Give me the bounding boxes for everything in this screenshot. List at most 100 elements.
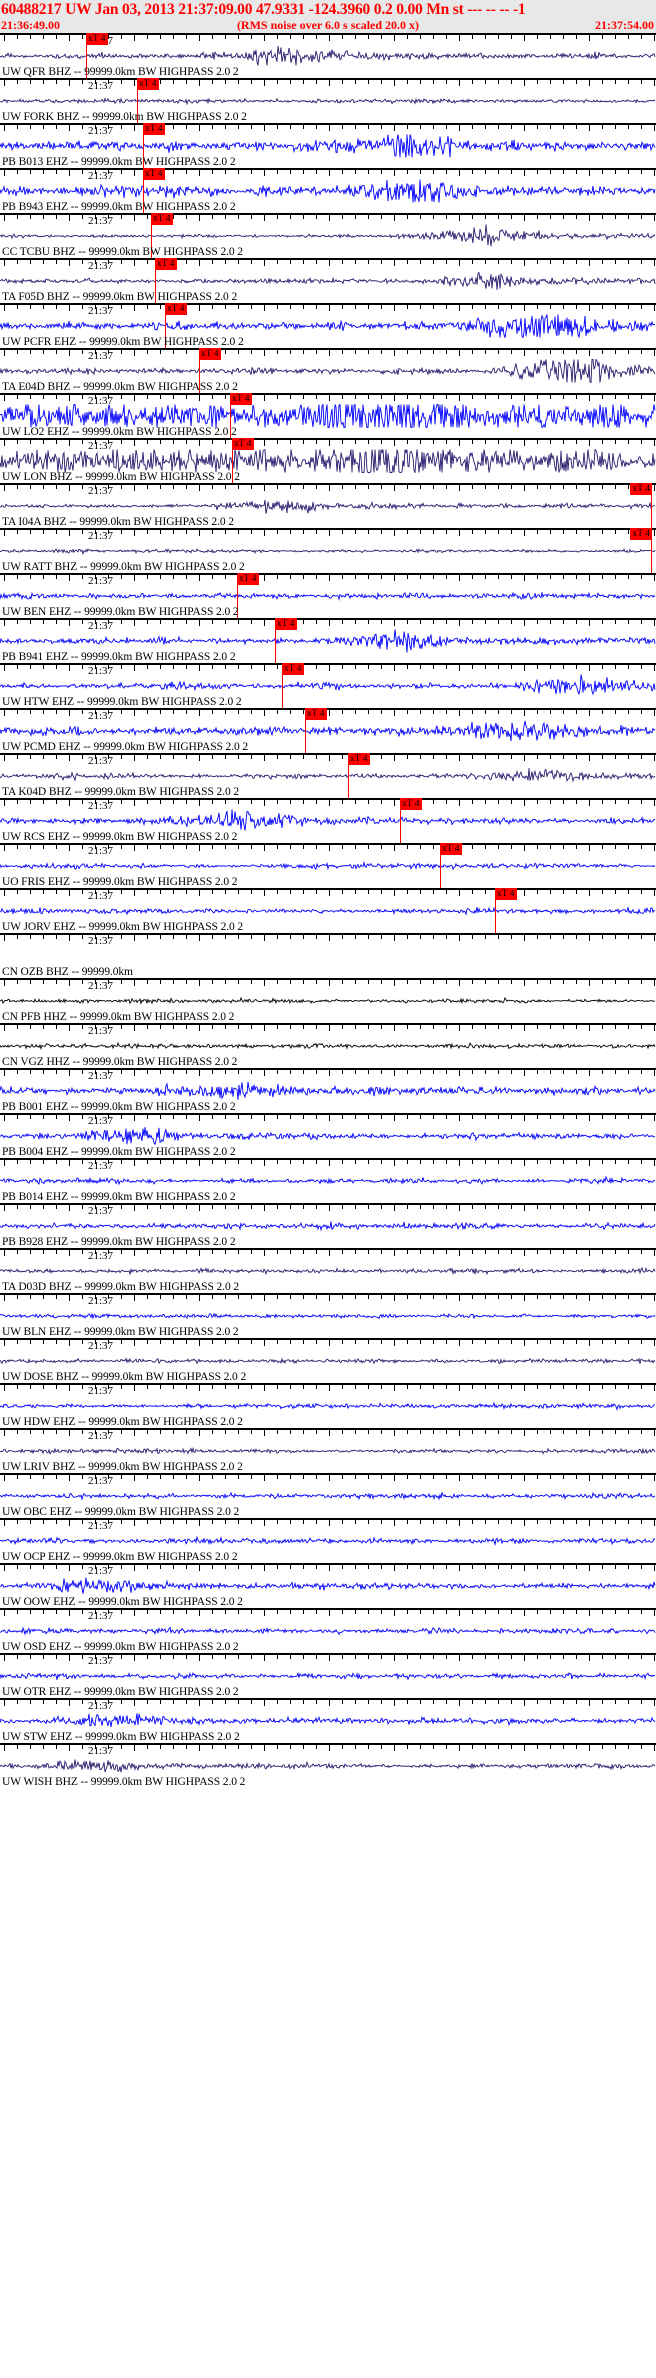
time-tick [30, 438, 31, 444]
time-tick [251, 1203, 252, 1209]
time-tick [147, 618, 148, 624]
time-tick [277, 1293, 278, 1299]
trace-row[interactable]: 21:37 UW OTR EHZ -- 99999.0km BW HIGHPASS… [0, 1653, 656, 1698]
time-tick [342, 708, 343, 714]
time-tick [108, 798, 109, 804]
trace-row[interactable]: 21:37 xT 4 UW FORK BHZ -- 99999.0km BW HIG… [0, 78, 656, 123]
time-tick [524, 1608, 525, 1616]
time-tick [641, 978, 642, 984]
row-divider [0, 438, 656, 440]
time-tick [615, 123, 616, 129]
trace-row[interactable]: 21:37 UW OSD EHZ -- 99999.0km BW HIGHPASS… [0, 1608, 656, 1653]
trace-row[interactable]: 21:37 xT 4 PB B013 EHZ -- 99999.0km BW HIG… [0, 123, 656, 168]
time-tick [238, 1383, 239, 1389]
time-tick [511, 1203, 512, 1209]
trace-row[interactable]: 21:37 UW STW EHZ -- 99999.0km BW HIGHPASS… [0, 1698, 656, 1743]
time-tick [641, 1338, 642, 1344]
row-divider [0, 168, 656, 170]
time-tick [576, 888, 577, 894]
trace-row[interactable]: 21:37 xT 4 UW RATT BHZ -- 99999.0km BW HIG… [0, 528, 656, 573]
time-tick [628, 1563, 629, 1569]
trace-row[interactable]: 21:37 xT 4 TA I04A BHZ -- 99999.0km BW HIG… [0, 483, 656, 528]
time-tick [199, 1023, 200, 1031]
trace-row[interactable]: 21:37 xT 4 UW JORV EHZ -- 99999.0km BW HIG… [0, 888, 656, 933]
trace-row[interactable]: 21:37 xT 4 TA K04D BHZ -- 99999.0km BW HIG… [0, 753, 656, 798]
trace-row[interactable]: 21:37 xT 4 CC TCBU BHZ -- 99999.0km BW HIG… [0, 213, 656, 258]
time-tick [550, 123, 551, 129]
trace-row[interactable]: 21:37 xT 4 TA E04D BHZ -- 99999.0km BW HIG… [0, 348, 656, 393]
time-tick [615, 1113, 616, 1119]
trace-row[interactable]: 21:37 xT 4 UW LON BHZ -- 99999.0km BW HIGH… [0, 438, 656, 483]
trace-row[interactable]: 21:37 CN PFB HHZ -- 99999.0km BW HIGHPASS… [0, 978, 656, 1023]
trace-row[interactable]: 21:37 xT 4 UO FRIS EHZ -- 99999.0km BW HIG… [0, 843, 656, 888]
time-axis [0, 1338, 656, 1346]
trace-row[interactable]: 21:37 UW OBC EHZ -- 99999.0km BW HIGHPASS… [0, 1473, 656, 1518]
trace-row[interactable]: 21:37 UW BLN EHZ -- 99999.0km BW HIGHPASS… [0, 1293, 656, 1338]
trace-row[interactable]: 21:37 xT 4 UW PCMD EHZ -- 99999.0km BW HIG… [0, 708, 656, 753]
time-tick-label: 21:37 [88, 485, 114, 497]
time-tick [303, 528, 304, 534]
phase-pick-line [165, 313, 166, 348]
time-tick [563, 528, 564, 534]
time-tick [303, 348, 304, 354]
time-tick [576, 1653, 577, 1659]
trace-label: UW JORV EHZ -- 99999.0km BW HIGHPASS 2.0… [2, 921, 244, 933]
trace-row[interactable]: 21:37 PB B014 EHZ -- 99999.0km BW HIGHPAS… [0, 1158, 656, 1203]
time-tick [368, 888, 369, 894]
time-tick [4, 258, 5, 266]
time-tick [537, 168, 538, 174]
time-tick [17, 1293, 18, 1299]
time-tick [173, 1203, 174, 1209]
trace-row[interactable]: 21:37 xT 4 PB B943 EHZ -- 99999.0km BW HIG… [0, 168, 656, 213]
time-tick [225, 843, 226, 849]
trace-row[interactable]: 21:37 PB B001 EHZ -- 99999.0km BW HIGHPAS… [0, 1068, 656, 1113]
trace-row[interactable]: 21:37 UW DOSE BHZ -- 99999.0km BW HIGHPAS… [0, 1338, 656, 1383]
time-tick [576, 933, 577, 939]
time-tick [459, 1608, 460, 1616]
time-tick [173, 1428, 174, 1434]
time-tick [576, 78, 577, 84]
trace-row[interactable]: 21:37 UW OOW EHZ -- 99999.0km BW HIGHPASS… [0, 1563, 656, 1608]
trace-row[interactable]: 21:37 xT 4 UW PCFR EHZ -- 99999.0km BW HIG… [0, 303, 656, 348]
trace-row[interactable]: 21:37 xT 4 UW BEN EHZ -- 99999.0km BW HIGH… [0, 573, 656, 618]
trace-row[interactable]: 21:37 UW HDW EHZ -- 99999.0km BW HIGHPASS… [0, 1383, 656, 1428]
time-tick [563, 1158, 564, 1164]
time-tick [199, 1518, 200, 1526]
trace-row[interactable]: 21:37 xT 4 UW LO2 EHZ -- 99999.0km BW HIGH… [0, 393, 656, 438]
time-tick [589, 933, 590, 941]
trace-row[interactable]: 21:37 UW LRIV BHZ -- 99999.0km BW HIGHPAS… [0, 1428, 656, 1473]
time-tick [251, 1293, 252, 1299]
trace-row[interactable]: 21:37 PB B928 EHZ -- 99999.0km BW HIGHPAS… [0, 1203, 656, 1248]
time-tick [225, 1113, 226, 1119]
time-tick [173, 1023, 174, 1029]
trace-row[interactable]: 21:37 UW WISH BHZ -- 99999.0km BW HIGHPAS… [0, 1743, 656, 1788]
trace-row[interactable]: 21:37 PB B004 EHZ -- 99999.0km BW HIGHPAS… [0, 1113, 656, 1158]
trace-row[interactable]: 21:37 xT 4 PB B941 EHZ -- 99999.0km BW HIG… [0, 618, 656, 663]
time-tick [576, 1113, 577, 1119]
trace-row[interactable]: 21:37 xT 4 UW RCS EHZ -- 99999.0km BW HIGH… [0, 798, 656, 843]
time-tick [368, 1338, 369, 1344]
time-tick [524, 978, 525, 986]
trace-row[interactable]: 21:37 xT 4 TA F05D BHZ -- 99999.0km BW HIG… [0, 258, 656, 303]
trace-row[interactable]: 21:37 xT 4 UW HTW EHZ -- 99999.0km BW HIGH… [0, 663, 656, 708]
time-tick [511, 1743, 512, 1749]
time-tick [550, 528, 551, 534]
time-tick [602, 303, 603, 309]
time-tick [446, 1743, 447, 1749]
time-tick [329, 753, 330, 761]
trace-row[interactable]: 21:37 UW OCP EHZ -- 99999.0km BW HIGHPASS… [0, 1518, 656, 1563]
time-tick [537, 1563, 538, 1569]
time-tick [394, 1518, 395, 1526]
trace-label: PB B941 EHZ -- 99999.0km BW HIGHPASS 2.0… [2, 651, 236, 663]
time-tick [186, 393, 187, 399]
time-tick [30, 1698, 31, 1704]
time-tick [225, 1383, 226, 1389]
time-tick [121, 258, 122, 264]
trace-row[interactable]: 21:37 TA D03D BHZ -- 99999.0km BW HIGHPAS… [0, 1248, 656, 1293]
time-tick [654, 78, 655, 86]
time-tick [160, 618, 161, 624]
trace-row[interactable]: 21:37 CN OZB BHZ -- 99999.0km [0, 933, 656, 978]
trace-row[interactable]: 21:37 CN VGZ HHZ -- 99999.0km BW HIGHPASS… [0, 1023, 656, 1068]
time-tick [459, 303, 460, 311]
